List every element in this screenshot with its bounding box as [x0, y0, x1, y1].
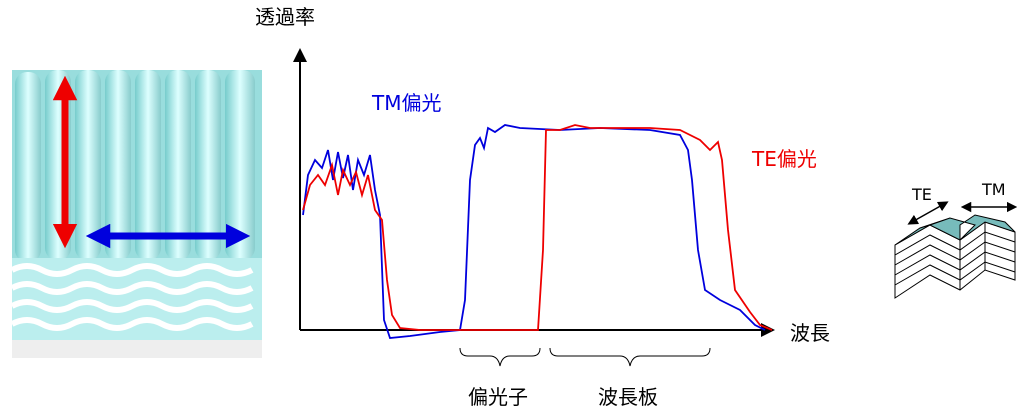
y-axis-label: 透過率	[255, 5, 315, 29]
polarizer-label: 偏光子	[468, 385, 528, 409]
inset-structure	[895, 204, 1015, 298]
x-axis-label: 波長	[790, 321, 830, 345]
polarizer-brace	[460, 348, 540, 366]
te-curve	[303, 125, 772, 330]
tm-label: TM偏光	[371, 91, 441, 115]
waveplate-brace	[550, 348, 710, 366]
inset-te-label: TE	[911, 185, 932, 204]
te-label: TE偏光	[751, 147, 817, 171]
waveplate-label: 波長板	[598, 385, 658, 409]
figure: 透過率 波長 TM偏光 TE偏光 偏光子 波長板 TE TM	[0, 0, 1017, 416]
inset-tm-label: TM	[981, 180, 1006, 199]
tm-curve	[303, 125, 765, 338]
grating-block	[12, 70, 262, 358]
